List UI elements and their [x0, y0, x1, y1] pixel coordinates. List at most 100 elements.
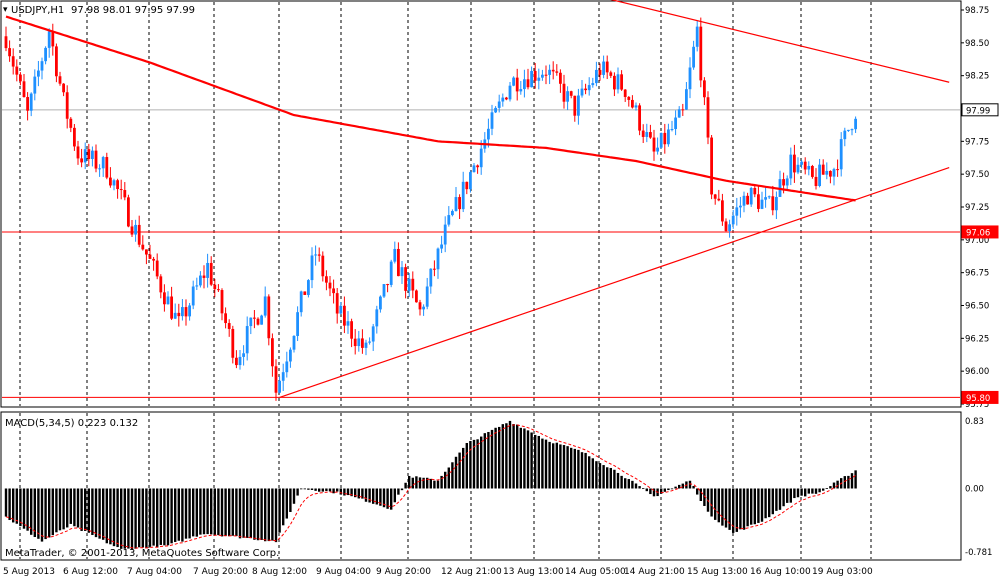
price-tick-label: 98.25: [965, 72, 989, 82]
macd-bar: [465, 443, 468, 489]
bull-candle: [832, 169, 836, 177]
bear-candle: [613, 75, 616, 90]
bull-candle: [389, 261, 393, 285]
bull-candle: [249, 317, 253, 327]
bull-candle: [548, 69, 551, 75]
macd-bar: [375, 488, 378, 505]
macd-bar: [109, 488, 112, 545]
bear-candle: [559, 72, 562, 84]
macd-bar: [170, 488, 173, 544]
bull-candle: [393, 248, 397, 262]
macd-bar: [487, 431, 490, 489]
bear-candle: [757, 194, 760, 209]
bear-candle: [76, 146, 80, 159]
bear-candle: [58, 76, 62, 84]
macd-bar: [483, 433, 486, 489]
macd-bar: [368, 488, 371, 503]
macd-bar: [303, 488, 306, 490]
bear-candle: [703, 80, 706, 98]
bear-candle: [811, 165, 814, 177]
macd-bar: [663, 488, 666, 492]
bear-candle: [202, 275, 206, 278]
bull-candle: [602, 61, 605, 75]
bear-candle: [209, 262, 213, 285]
macd-bar: [307, 488, 310, 490]
bull-candle: [364, 342, 368, 348]
macd-bar: [69, 488, 72, 524]
macd-bar: [8, 488, 11, 521]
bull-candle: [242, 353, 245, 357]
bear-candle: [631, 99, 634, 108]
macd-bar: [166, 488, 170, 546]
bull-candle: [443, 224, 447, 245]
price-tag-label: 97.99: [966, 106, 990, 116]
macd-tick-label: -0.781: [965, 548, 992, 558]
macd-bar: [228, 488, 231, 537]
bear-candle: [353, 338, 357, 347]
bear-candle: [361, 338, 364, 348]
bull-candle: [789, 154, 793, 179]
macd-bar: [429, 478, 432, 489]
macd-bar: [426, 477, 429, 489]
macd-bar: [339, 488, 342, 495]
symbol-triangle-icon: ▾: [3, 5, 8, 15]
macd-bar: [775, 488, 778, 511]
bull-candle: [674, 117, 677, 130]
bull-candle: [206, 262, 209, 278]
macd-bar: [318, 488, 321, 492]
macd-bar: [814, 488, 818, 494]
bear-candle: [793, 154, 796, 173]
bull-candle: [670, 129, 674, 131]
bear-candle: [80, 158, 83, 163]
macd-bar: [217, 488, 220, 536]
bear-candle: [177, 312, 181, 317]
bear-candle: [584, 88, 587, 91]
moving-average-line: [5, 15, 856, 202]
macd-bar: [523, 428, 526, 489]
macd-bar: [811, 488, 814, 494]
macd-bar: [116, 488, 119, 548]
bull-candle: [407, 278, 411, 291]
bull-candle: [530, 70, 533, 88]
macd-bar: [552, 443, 555, 489]
ohlc-readout: 97.98 98.01 97.95 97.99: [71, 5, 195, 16]
macd-bar: [843, 476, 846, 489]
macd-bar: [757, 488, 760, 523]
macd-bar: [570, 447, 573, 489]
macd-bar: [606, 467, 609, 489]
bull-candle: [537, 77, 541, 81]
macd-bar: [660, 488, 663, 494]
macd-bar: [462, 447, 465, 489]
bull-candle: [667, 129, 670, 145]
bull-candle: [368, 341, 371, 343]
bear-candle: [213, 284, 217, 290]
bull-candle: [238, 356, 242, 366]
bull-candle: [685, 89, 688, 110]
macd-label: MACD(5,34,5) 0.223 0.132: [5, 418, 138, 429]
macd-bar: [192, 488, 195, 537]
bear-candle: [397, 248, 400, 277]
price-tick-label: 98.50: [965, 39, 989, 49]
macd-bar: [73, 488, 76, 527]
time-axis: 5 Aug 2013 6 Aug 12:00 7 Aug 04:00 7 Aug 20…: [3, 567, 873, 577]
macd-bar: [415, 476, 418, 489]
level-price-tag: [961, 390, 999, 404]
macd-bar: [548, 441, 551, 489]
macd-bar: [555, 442, 558, 489]
macd-bar: [328, 488, 332, 492]
bear-candle: [94, 150, 98, 169]
macd-bar: [310, 488, 314, 490]
bear-candle: [4, 36, 8, 49]
bull-candle: [166, 296, 170, 305]
bull-candle: [497, 101, 501, 108]
macd-bar: [62, 488, 65, 530]
macd-bar: [584, 452, 587, 489]
bull-candle: [400, 267, 404, 277]
bear-candle: [350, 321, 353, 339]
macd-bar: [789, 488, 792, 503]
bear-candle: [821, 164, 825, 175]
bear-candle: [627, 96, 631, 100]
macd-bar: [231, 488, 234, 536]
bear-candle: [145, 249, 148, 255]
bull-candle: [289, 349, 292, 362]
